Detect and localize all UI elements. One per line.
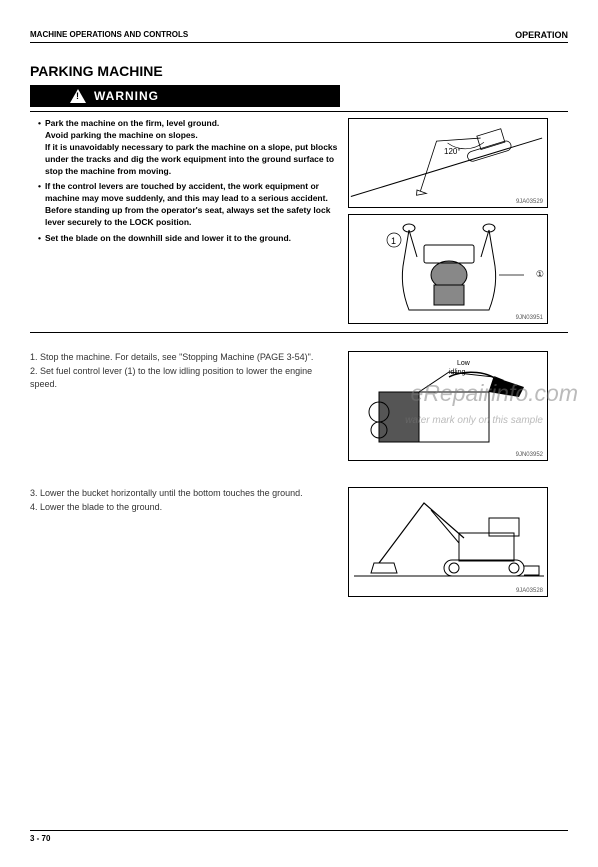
figure-3-low: Low xyxy=(457,360,470,367)
warning-fig-col: 120° 9JA03529 1 ① 9JN03951 xyxy=(348,118,568,330)
step-fig-col-2: 9JA03528 xyxy=(348,487,568,603)
figure-2-caption: 9JN03951 xyxy=(516,315,543,321)
header: MACHINE OPERATIONS AND CONTROLS OPERATIO… xyxy=(30,30,568,43)
figure-1-svg xyxy=(349,119,549,209)
step-1: 1. Stop the machine. For details, see "S… xyxy=(30,351,340,365)
step-row-1: 1. Stop the machine. For details, see "S… xyxy=(30,351,568,467)
header-right: OPERATION xyxy=(515,30,568,40)
step-fig-col-1: Low idling 9JN03952 xyxy=(348,351,568,467)
bullet-1-main: Park the machine on the firm, level grou… xyxy=(45,118,219,128)
svg-text:1: 1 xyxy=(391,236,396,246)
figure-4-caption: 9JA03528 xyxy=(516,588,543,594)
page: MACHINE OPERATIONS AND CONTROLS OPERATIO… xyxy=(0,0,598,867)
section-title: PARKING MACHINE xyxy=(30,63,568,79)
divider-top xyxy=(30,111,568,112)
figure-2-callout: ① xyxy=(536,269,544,280)
figure-4-svg xyxy=(349,488,549,598)
figure-1-caption: 9JA03529 xyxy=(516,199,543,205)
warning-text-col: Park the machine on the firm, level grou… xyxy=(30,118,340,330)
step-2: 2. Set fuel control lever (1) to the low… xyxy=(30,365,340,392)
figure-3: Low idling 9JN03952 xyxy=(348,351,548,461)
figure-2-svg: 1 xyxy=(349,215,549,325)
bullet-3-main: Set the blade on the downhill side and l… xyxy=(45,233,291,243)
figure-4: 9JA03528 xyxy=(348,487,548,597)
figure-1: 120° 9JA03529 xyxy=(348,118,548,208)
page-number: 3 - 70 xyxy=(30,834,50,843)
bullet-2: If the control levers are touched by acc… xyxy=(38,181,340,229)
figure-1-angle: 120° xyxy=(444,147,461,156)
bullet-1: Park the machine on the firm, level grou… xyxy=(38,118,340,177)
header-left: MACHINE OPERATIONS AND CONTROLS xyxy=(30,30,188,40)
step-1-2-text: 1. Stop the machine. For details, see "S… xyxy=(30,351,340,467)
warning-label: WARNING xyxy=(94,89,159,103)
bullet-3: Set the blade on the downhill side and l… xyxy=(38,233,340,245)
figure-3-idling: idling xyxy=(449,369,465,376)
step-3: 3. Lower the bucket horizontally until t… xyxy=(30,487,340,501)
warning-bullets: Park the machine on the firm, level grou… xyxy=(30,118,340,245)
step-row-2: 3. Lower the bucket horizontally until t… xyxy=(30,487,568,603)
divider-bottom xyxy=(30,332,568,333)
figure-3-caption: 9JN03952 xyxy=(516,452,543,458)
step-3-4-text: 3. Lower the bucket horizontally until t… xyxy=(30,487,340,603)
steps-block: 1. Stop the machine. For details, see "S… xyxy=(30,351,568,603)
bullet-2-main: If the control levers are touched by acc… xyxy=(45,181,330,227)
figure-1-sketch: 120° xyxy=(349,119,547,207)
step-4: 4. Lower the blade to the ground. xyxy=(30,501,340,515)
bullet-1-line-1: Avoid parking the machine on slopes. xyxy=(45,130,340,142)
figure-2: 1 ① 9JN03951 xyxy=(348,214,548,324)
warning-box: WARNING xyxy=(30,85,340,107)
warning-icon xyxy=(70,89,86,103)
warning-content-row: Park the machine on the firm, level grou… xyxy=(30,118,568,330)
bullet-1-line-2: If it is unavoidably necessary to park t… xyxy=(45,142,340,178)
footer-line xyxy=(30,830,568,831)
